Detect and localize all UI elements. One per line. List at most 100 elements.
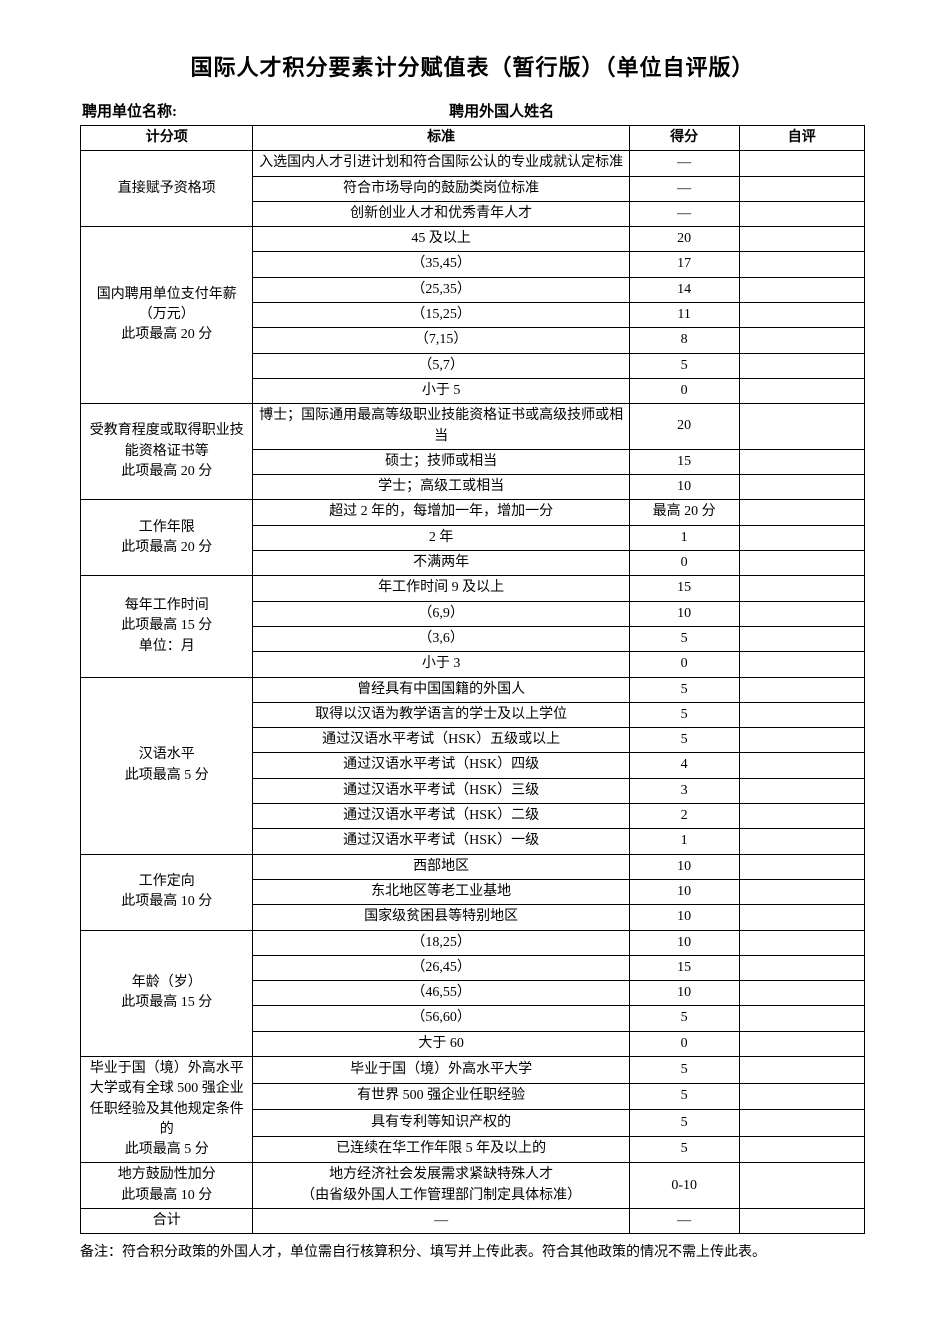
standard-cell: 西部地区 xyxy=(253,854,629,879)
selfeval-cell[interactable] xyxy=(739,252,864,277)
selfeval-cell[interactable] xyxy=(739,854,864,879)
scoring-table: 计分项 标准 得分 自评 直接赋予资格项入选国内人才引进计划和符合国际公认的专业… xyxy=(80,125,865,1234)
selfeval-cell[interactable] xyxy=(739,905,864,930)
score-cell: 17 xyxy=(629,252,739,277)
standard-cell: 国家级贫困县等特别地区 xyxy=(253,905,629,930)
standard-cell: （3,6） xyxy=(253,626,629,651)
selfeval-cell[interactable] xyxy=(739,677,864,702)
score-cell: 5 xyxy=(629,1056,739,1083)
score-cell: 20 xyxy=(629,227,739,252)
selfeval-cell[interactable] xyxy=(739,176,864,201)
selfeval-cell[interactable] xyxy=(739,475,864,500)
selfeval-cell[interactable] xyxy=(739,201,864,226)
selfeval-cell[interactable] xyxy=(739,525,864,550)
standard-cell: （26,45） xyxy=(253,955,629,980)
selfeval-cell[interactable] xyxy=(739,601,864,626)
selfeval-cell[interactable] xyxy=(739,804,864,829)
selfeval-cell[interactable] xyxy=(739,879,864,904)
selfeval-cell[interactable] xyxy=(739,626,864,651)
score-cell: 0 xyxy=(629,652,739,677)
score-cell: 5 xyxy=(629,702,739,727)
standard-cell: 通过汉语水平考试（HSK）二级 xyxy=(253,804,629,829)
selfeval-cell[interactable] xyxy=(739,449,864,474)
standard-cell: （15,25） xyxy=(253,303,629,328)
selfeval-cell[interactable] xyxy=(739,277,864,302)
score-cell: 5 xyxy=(629,728,739,753)
selfeval-cell[interactable] xyxy=(739,652,864,677)
standard-cell: 学士；高级工或相当 xyxy=(253,475,629,500)
score-cell: 0 xyxy=(629,378,739,403)
score-cell: 0-10 xyxy=(629,1163,739,1209)
col-header-category: 计分项 xyxy=(81,126,253,151)
score-cell: 10 xyxy=(629,475,739,500)
col-header-score: 得分 xyxy=(629,126,739,151)
selfeval-cell[interactable] xyxy=(739,930,864,955)
selfeval-cell[interactable] xyxy=(739,1083,864,1110)
standard-cell: 硕士；技师或相当 xyxy=(253,449,629,474)
standard-cell: 地方经济社会发展需求紧缺特殊人才（由省级外国人工作管理部门制定具体标准） xyxy=(253,1163,629,1209)
standard-cell: 东北地区等老工业基地 xyxy=(253,879,629,904)
category-cell: 直接赋予资格项 xyxy=(81,151,253,227)
table-row: 受教育程度或取得职业技能资格证书等此项最高 20 分博士；国际通用最高等级职业技… xyxy=(81,404,865,450)
table-row: 国内聘用单位支付年薪（万元）此项最高 20 分45 及以上20 xyxy=(81,227,865,252)
standard-cell: 入选国内人才引进计划和符合国际公认的专业成就认定标准 xyxy=(253,151,629,176)
standard-cell: （35,45） xyxy=(253,252,629,277)
standard-cell: 大于 60 xyxy=(253,1031,629,1056)
selfeval-cell[interactable] xyxy=(739,753,864,778)
selfeval-cell[interactable] xyxy=(739,576,864,601)
score-cell: 3 xyxy=(629,778,739,803)
col-header-selfeval: 自评 xyxy=(739,126,864,151)
selfeval-cell[interactable] xyxy=(739,1163,864,1209)
standard-cell: （25,35） xyxy=(253,277,629,302)
total-category-cell: 合计 xyxy=(81,1209,253,1234)
selfeval-cell[interactable] xyxy=(739,778,864,803)
selfeval-cell[interactable] xyxy=(739,1136,864,1163)
score-cell: 15 xyxy=(629,955,739,980)
score-cell: 5 xyxy=(629,1110,739,1137)
standard-cell: 通过汉语水平考试（HSK）一级 xyxy=(253,829,629,854)
selfeval-cell[interactable] xyxy=(739,728,864,753)
selfeval-cell[interactable] xyxy=(739,1110,864,1137)
selfeval-cell[interactable] xyxy=(739,227,864,252)
standard-cell: 超过 2 年的，每增加一年，增加一分 xyxy=(253,500,629,525)
selfeval-cell[interactable] xyxy=(739,829,864,854)
standard-cell: 创新创业人才和优秀青年人才 xyxy=(253,201,629,226)
score-cell: 15 xyxy=(629,449,739,474)
score-cell: 5 xyxy=(629,1136,739,1163)
table-header-row: 计分项 标准 得分 自评 xyxy=(81,126,865,151)
standard-cell: （46,55） xyxy=(253,981,629,1006)
selfeval-cell[interactable] xyxy=(739,1006,864,1031)
selfeval-cell[interactable] xyxy=(739,353,864,378)
selfeval-cell[interactable] xyxy=(739,1031,864,1056)
score-cell: 10 xyxy=(629,905,739,930)
standard-cell: 小于 3 xyxy=(253,652,629,677)
selfeval-cell[interactable] xyxy=(739,328,864,353)
standard-cell: （5,7） xyxy=(253,353,629,378)
total-score-cell: — xyxy=(629,1209,739,1234)
selfeval-cell[interactable] xyxy=(739,404,864,450)
category-cell: 工作年限此项最高 20 分 xyxy=(81,500,253,576)
score-cell: 1 xyxy=(629,525,739,550)
selfeval-cell[interactable] xyxy=(739,500,864,525)
selfeval-cell[interactable] xyxy=(739,1056,864,1083)
selfeval-cell[interactable] xyxy=(739,551,864,576)
selfeval-cell[interactable] xyxy=(739,378,864,403)
score-cell: 10 xyxy=(629,601,739,626)
score-cell: 0 xyxy=(629,551,739,576)
selfeval-cell[interactable] xyxy=(739,151,864,176)
selfeval-cell[interactable] xyxy=(739,981,864,1006)
selfeval-cell[interactable] xyxy=(739,955,864,980)
table-row: 年龄（岁）此项最高 15 分（18,25）10 xyxy=(81,930,865,955)
selfeval-cell[interactable] xyxy=(739,702,864,727)
table-row: 工作年限此项最高 20 分超过 2 年的，每增加一年，增加一分最高 20 分 xyxy=(81,500,865,525)
score-cell: 4 xyxy=(629,753,739,778)
total-selfeval-cell[interactable] xyxy=(739,1209,864,1234)
standard-cell: （18,25） xyxy=(253,930,629,955)
category-cell: 地方鼓励性加分此项最高 10 分 xyxy=(81,1163,253,1209)
foreigner-label: 聘用外国人姓名 xyxy=(449,100,863,121)
score-cell: 10 xyxy=(629,930,739,955)
col-header-standard: 标准 xyxy=(253,126,629,151)
selfeval-cell[interactable] xyxy=(739,303,864,328)
score-cell: 14 xyxy=(629,277,739,302)
standard-cell: 通过汉语水平考试（HSK）四级 xyxy=(253,753,629,778)
